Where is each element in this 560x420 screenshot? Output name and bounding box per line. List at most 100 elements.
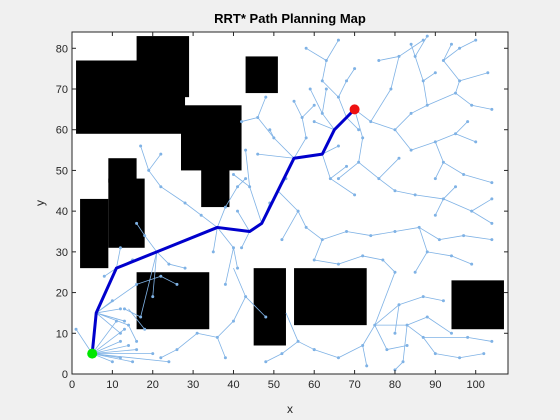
tree-edge [346, 68, 355, 82]
tree-node [393, 189, 397, 193]
obstacle [245, 56, 278, 94]
obstacle [80, 198, 109, 269]
tree-node [486, 71, 490, 75]
tree-edge [358, 137, 364, 163]
tree-node [361, 344, 365, 347]
tree-node [127, 344, 131, 347]
tree-edge [293, 101, 303, 118]
tree-node [248, 185, 252, 189]
tree-node [474, 140, 478, 144]
tree-node [131, 360, 135, 364]
tree-node [118, 356, 122, 360]
tree-edge [451, 255, 472, 265]
tree-edge [297, 210, 307, 228]
tree-edge [435, 353, 460, 359]
tree-edge [301, 105, 315, 118]
tree-edge [233, 296, 246, 322]
tree-node [470, 103, 474, 107]
tree-node [296, 209, 300, 213]
tree-edge [362, 345, 368, 366]
tree-node [441, 197, 445, 201]
obstacle [181, 105, 242, 171]
tree-node [175, 282, 179, 286]
obstacle [451, 280, 504, 330]
y-tick-label: 60 [56, 125, 68, 137]
tree-node [336, 95, 340, 99]
tree-edge [314, 259, 339, 265]
tree-node [304, 136, 308, 140]
tree-edge [200, 214, 218, 228]
tree-edge [322, 231, 347, 241]
tree-edge [346, 117, 359, 130]
tree-node [417, 225, 421, 229]
tree-node [482, 352, 486, 356]
tree-edge [370, 231, 396, 236]
tree-node [361, 254, 365, 258]
tree-node [236, 185, 240, 189]
x-tick-label: 70 [348, 379, 360, 391]
tree-edge [455, 80, 460, 94]
tree-node [462, 234, 466, 238]
tree-node [437, 238, 441, 242]
tree-node [118, 246, 122, 250]
tree-edge [455, 92, 472, 106]
tree-edge [285, 312, 299, 342]
y-tick-label: 70 [56, 84, 68, 96]
tree-node [183, 201, 187, 205]
tree-edge [322, 145, 339, 155]
tree-node [135, 221, 139, 225]
x-tick-label: 0 [69, 379, 75, 391]
tree-edge [394, 361, 404, 371]
tree-edge [406, 316, 428, 326]
tree-node [296, 339, 300, 343]
tree-node [292, 99, 296, 103]
tree-edge [160, 349, 178, 359]
tree-edge [455, 121, 468, 135]
tree-node [381, 258, 385, 262]
tree-node [474, 38, 478, 42]
tree-edge [459, 39, 476, 49]
tree-node [490, 221, 494, 225]
tree-edge [301, 117, 307, 138]
x-tick-label: 30 [187, 379, 199, 391]
tree-node [466, 335, 470, 339]
tree-node [159, 274, 163, 278]
tree-node [139, 144, 143, 148]
tree-edge [305, 227, 323, 240]
tree-edge [92, 353, 169, 363]
tree-node [268, 128, 272, 132]
tree-node [118, 339, 122, 343]
tree-node [256, 152, 260, 156]
x-axis-label: x [287, 402, 293, 416]
axes-frame [71, 31, 509, 375]
tree-node [405, 344, 409, 347]
x-tick-label: 50 [268, 379, 280, 391]
tree-node [409, 111, 413, 115]
tree-edge [92, 345, 129, 355]
tree-node [336, 144, 340, 148]
tree-edge [257, 96, 267, 118]
tree-node [215, 335, 219, 339]
tree-edge [398, 296, 424, 306]
marker-layer [87, 104, 360, 359]
tree-edge [233, 247, 238, 269]
tree-edge [463, 235, 492, 241]
tree-node [304, 225, 308, 229]
tree-node [490, 197, 494, 201]
tree-edge [197, 332, 218, 338]
y-tick-label: 50 [56, 165, 68, 177]
tree-edge [418, 227, 428, 252]
tree-node [401, 360, 405, 364]
tree-node [433, 140, 437, 144]
tree-node [365, 364, 369, 368]
tree-node [264, 95, 268, 99]
tree-node [449, 331, 453, 335]
tick-layer: 0 10 20 30 40 50 60 70 80 90 100 0 10 20 30 40 50 60 70 80 [56, 32, 508, 391]
tree-node [466, 120, 470, 124]
tree-node [280, 238, 284, 242]
tree-node [139, 315, 143, 319]
tree-edge [427, 92, 456, 106]
tree-node [102, 274, 106, 278]
tree-node [345, 230, 349, 233]
tree-edge [237, 178, 246, 187]
